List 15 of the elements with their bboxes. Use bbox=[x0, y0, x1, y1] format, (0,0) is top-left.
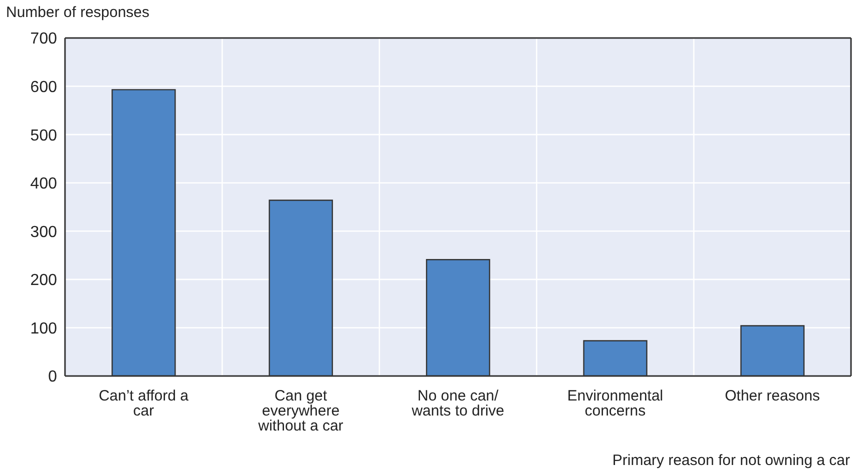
x-tick-label: Environmental concerns bbox=[567, 388, 664, 420]
y-tick-label: 300 bbox=[30, 224, 58, 241]
y-tick-label: 100 bbox=[30, 320, 58, 338]
y-tick-label: 700 bbox=[30, 30, 58, 48]
y-tick-label: 400 bbox=[30, 176, 58, 193]
x-tick-label: Other reasons bbox=[724, 388, 820, 405]
y-axis-title: Number of responses bbox=[6, 4, 150, 21]
y-tick-label: 500 bbox=[30, 127, 58, 144]
y-tick-label: 200 bbox=[30, 272, 58, 290]
x-tick-label: Can’t afford a car bbox=[98, 388, 190, 420]
x-tick-label: Can get everywhere without a car bbox=[257, 388, 344, 435]
y-tick-label: 600 bbox=[30, 78, 58, 96]
x-axis-title: Primary reason for not owning a car bbox=[612, 452, 850, 469]
x-tick-label: No one can/ wants to drive bbox=[410, 388, 504, 420]
y-tick-label: 0 bbox=[48, 368, 58, 386]
